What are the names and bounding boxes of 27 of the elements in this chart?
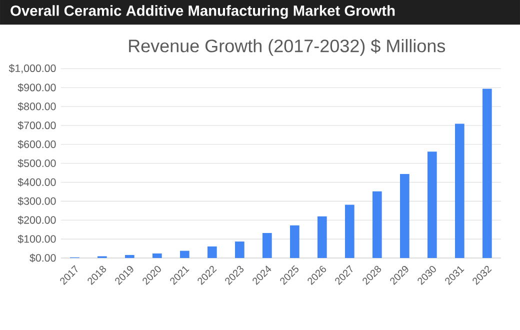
y-tick-label: $600.00 [18,140,56,149]
y-tick-label: $300.00 [18,196,56,206]
y-tick-label: $400.00 [18,178,56,187]
y-tick-label: $800.00 [18,102,56,111]
bar [428,152,437,258]
bar [180,250,190,258]
bar [345,204,354,258]
y-tick-label: $1,000.00 [8,64,56,74]
y-tick-label: $900.00 [18,83,56,92]
y-tick-label: $500.00 [18,159,56,168]
bar [482,88,492,258]
bar [125,254,134,258]
bar [372,191,382,258]
bar [152,253,162,258]
bar [318,216,327,258]
y-tick-label: $0.00 [30,254,56,262]
y-tick-label: $700.00 [18,121,56,130]
y-tick-label: $200.00 [18,216,56,224]
chart-subtitle: Revenue Growth (2017-2032) $ Millions [129,38,446,56]
bar [290,225,300,258]
chart-title: Overall Ceramic Additive Manufacturing Market Growth [10,5,395,19]
bar [262,233,272,258]
bar [455,124,464,258]
bar [400,174,410,258]
bar [208,246,217,258]
y-tick-label: $100.00 [18,234,56,244]
bar [235,242,244,258]
